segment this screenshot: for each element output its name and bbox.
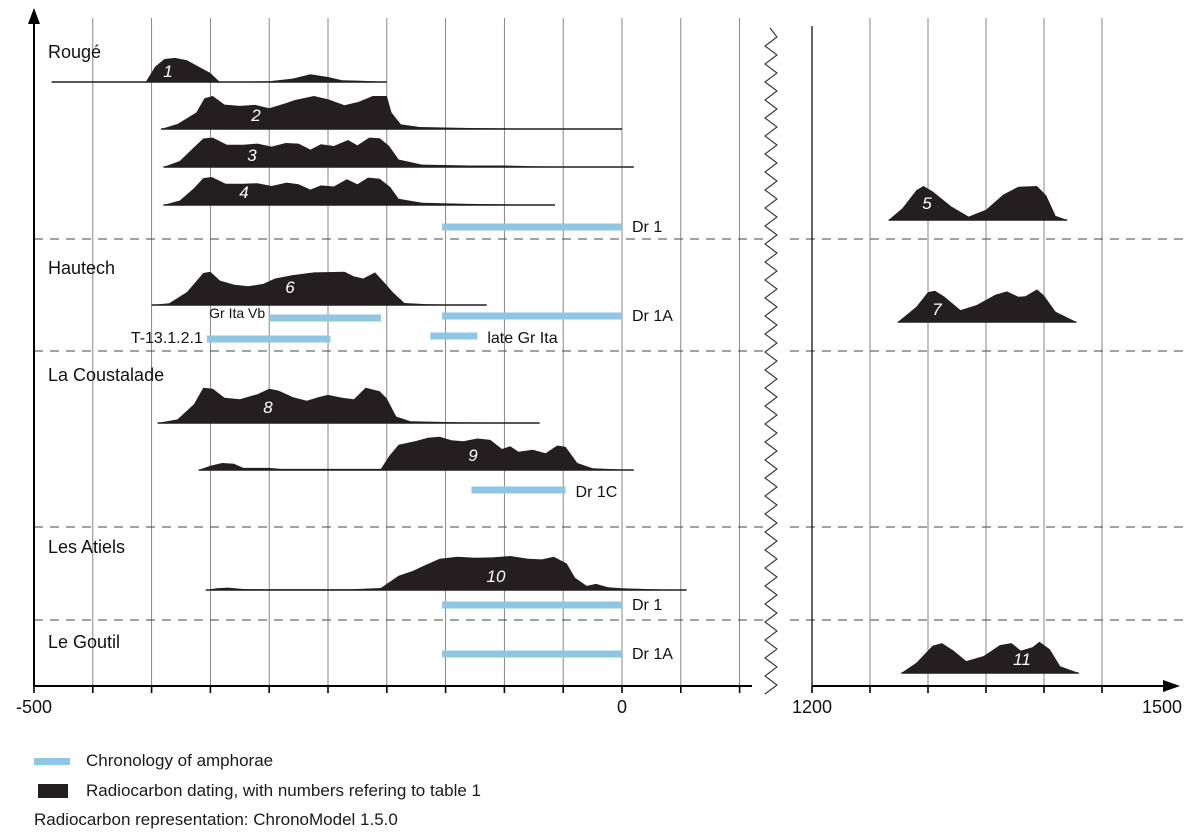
- legend-radiocarbon-label: Radiocarbon dating, with numbers referin…: [86, 781, 482, 800]
- radiocarbon-distribution: [198, 436, 634, 470]
- radiocarbon-distribution: [51, 57, 387, 82]
- radiocarbon-distributions: [51, 57, 1079, 674]
- axes: [28, 8, 1180, 695]
- site-label: Rougé: [48, 42, 101, 62]
- site-label: Hautech: [48, 258, 115, 278]
- x-tick-label: -500: [16, 697, 52, 717]
- legend-amphorae-label: Chronology of amphorae: [86, 751, 274, 770]
- radiocarbon-number: 7: [932, 300, 942, 319]
- x-axis-arrow: [1163, 680, 1180, 692]
- site-label: La Coustalade: [48, 365, 164, 385]
- amphora-label: Dr 1C: [576, 484, 618, 501]
- amphorae-swatch: [34, 757, 70, 765]
- radiocarbon-distribution: [161, 96, 622, 129]
- legend-item-radiocarbon: Radiocarbon dating, with numbers referin…: [34, 781, 481, 801]
- amphora-label: T-13.1.2.1: [131, 330, 203, 347]
- radiocarbon-number: 2: [250, 106, 261, 125]
- y-axis-arrow: [28, 8, 40, 24]
- radiocarbon-swatch: [38, 784, 68, 798]
- amphora-label: Gr Ita Vb: [209, 305, 265, 321]
- radiocarbon-number: 9: [468, 446, 478, 465]
- radiocarbon-distribution: [163, 137, 634, 167]
- radiocarbon-number: 11: [1013, 650, 1031, 669]
- axis-break-zigzag: [764, 27, 778, 695]
- radiocarbon-distribution: [157, 387, 540, 423]
- amphora-label: Dr 1: [632, 597, 662, 614]
- radiocarbon-number: 1: [163, 62, 172, 81]
- radiocarbon-distribution: [205, 556, 687, 590]
- amphora-label: late Gr Ita: [487, 330, 557, 347]
- radiocarbon-number: 6: [285, 278, 295, 297]
- radiocarbon-number: 4: [239, 183, 248, 202]
- radiocarbon-distribution: [151, 271, 487, 305]
- site-label: Les Atiels: [48, 537, 125, 557]
- amphorae-bars: [206, 223, 622, 658]
- radiocarbon-number: 3: [247, 146, 257, 165]
- amphora-label: Dr 1A: [632, 308, 673, 325]
- radiocarbon-number: 10: [487, 567, 506, 586]
- radiocarbon-distribution: [901, 641, 1079, 673]
- radiocarbon-distribution: [163, 177, 555, 205]
- site-separators: [34, 238, 1185, 621]
- x-tick-label: 1200: [792, 697, 832, 717]
- amphora-label: Dr 1: [632, 219, 662, 236]
- x-tick-label: 0: [617, 697, 627, 717]
- radiocarbon-distribution: [888, 186, 1068, 220]
- radiocarbon-number: 8: [263, 398, 273, 417]
- site-label: Le Goutil: [48, 632, 120, 652]
- radiocarbon-distribution: [897, 289, 1077, 322]
- chronology-chart: 1 2 3 4 5 6 7 8 9 10 11 Dr 1 Dr 1A Gr Ita Vb T-13.1.2.…: [16, 8, 1185, 717]
- radiocarbon-number: 5: [922, 194, 932, 213]
- legend-item-amphorae: Chronology of amphorae: [34, 751, 273, 771]
- amphora-label: Dr 1A: [632, 646, 673, 663]
- x-tick-label: 1500: [1142, 697, 1182, 717]
- representation-note: Radiocarbon representation: ChronoModel …: [34, 810, 398, 829]
- labels: 1 2 3 4 5 6 7 8 9 10 11 Dr 1 Dr 1A Gr Ita Vb T-13.1.2.…: [16, 42, 1182, 717]
